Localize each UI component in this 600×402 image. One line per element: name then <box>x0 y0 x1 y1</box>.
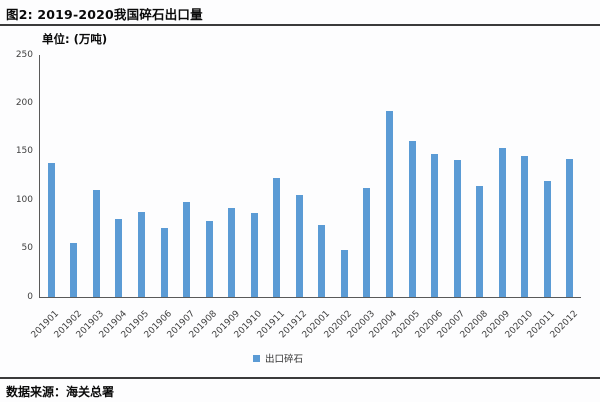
y-tick-0: 0 <box>27 291 33 302</box>
bar-201910 <box>250 212 258 297</box>
bar-slot-202012 <box>559 55 582 297</box>
y-tick-200: 200 <box>15 97 33 108</box>
bar-201912 <box>295 195 303 297</box>
bar-202001 <box>318 225 326 297</box>
bar-slot-202010 <box>513 55 536 297</box>
bar-slot-202004 <box>378 55 401 297</box>
header-divider <box>0 24 600 26</box>
bar-202008 <box>476 185 484 297</box>
bar-slot-201904 <box>108 55 131 297</box>
bar-201907 <box>183 202 191 297</box>
legend-series-label: 出口碎石 <box>264 354 303 365</box>
bar-202005 <box>408 141 416 297</box>
bar-202011 <box>543 180 551 297</box>
bar-201901 <box>47 163 55 297</box>
bar-201904 <box>115 218 123 297</box>
bar-slot-202007 <box>446 55 469 297</box>
bar-202012 <box>566 158 574 297</box>
y-tick-150: 150 <box>15 146 33 157</box>
bar-slot-201908 <box>198 55 221 297</box>
bar-slot-201901 <box>40 55 63 297</box>
bar-slot-201912 <box>288 55 311 297</box>
bar-201905 <box>137 211 145 297</box>
bar-202004 <box>385 111 393 297</box>
bar-slot-201905 <box>130 55 153 297</box>
bar-201902 <box>70 242 78 297</box>
y-tick-100: 100 <box>15 194 33 205</box>
legend: 出口碎石 <box>0 351 578 365</box>
y-tick-250: 250 <box>15 49 33 60</box>
bar-slot-202009 <box>491 55 514 297</box>
bar-slot-201910 <box>243 55 266 297</box>
bar-202003 <box>363 187 371 297</box>
bar-202010 <box>521 155 529 297</box>
bar-slot-201902 <box>63 55 86 297</box>
bar-slot-202011 <box>536 55 559 297</box>
data-source-label: 数据来源：海关总署 <box>6 385 115 399</box>
figure-title: 图2: 2019-2020我国碎石出口量 <box>6 7 203 22</box>
bar-202009 <box>498 147 506 297</box>
bar-slot-202008 <box>468 55 491 297</box>
bar-202006 <box>431 153 439 297</box>
unit-label: 单位: (万吨) <box>42 32 108 46</box>
bar-slot-201906 <box>153 55 176 297</box>
bar-slot-202005 <box>401 55 424 297</box>
bar-201903 <box>92 189 100 297</box>
bar-202007 <box>453 159 461 297</box>
bar-chart-plot-area <box>39 55 581 298</box>
bar-201911 <box>273 177 281 297</box>
legend-swatch-icon <box>252 354 260 362</box>
bar-slot-202006 <box>423 55 446 297</box>
bar-slot-202003 <box>356 55 379 297</box>
bar-slot-201911 <box>265 55 288 297</box>
footer-divider <box>0 377 600 379</box>
bar-201908 <box>205 220 213 297</box>
bar-slot-202001 <box>311 55 334 297</box>
bar-slot-202002 <box>333 55 356 297</box>
bar-slot-201907 <box>175 55 198 297</box>
bar-201909 <box>228 207 236 297</box>
bar-202002 <box>340 249 348 297</box>
bar-slot-201909 <box>220 55 243 297</box>
bar-slot-201903 <box>85 55 108 297</box>
bar-201906 <box>160 228 168 297</box>
y-tick-50: 50 <box>21 243 33 254</box>
